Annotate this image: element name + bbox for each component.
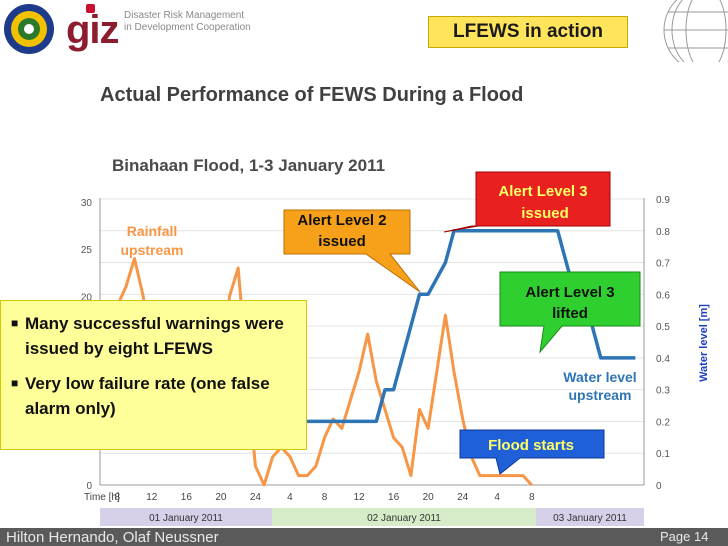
callout-alert-level-3-issued: Alert Level 3 issued xyxy=(443,171,611,233)
x-tick-label: 8 xyxy=(529,492,535,503)
x-tick-label: 16 xyxy=(388,492,400,503)
callout-flood-starts-label: Flood starts xyxy=(488,437,574,454)
x-tick-label: 24 xyxy=(457,492,469,503)
rainfall-series-label: upstream xyxy=(120,242,183,258)
callout-alert-lifted-line1: Alert Level 3 xyxy=(525,284,614,301)
page-number: Page 14 xyxy=(660,529,709,544)
y-right-tick-label: 0.6 xyxy=(656,290,670,301)
bullet-item: ■ Many successful warnings were issued b… xyxy=(11,311,300,361)
y-right-axis-label: Water level [m] xyxy=(698,304,710,382)
globe-graphic-icon xyxy=(663,0,728,62)
chart-title: Binahaan Flood, 1-3 January 2011 xyxy=(112,156,386,175)
footer-bar xyxy=(0,528,728,546)
bullet-square-icon: ■ xyxy=(11,316,19,330)
y-right-tick-label: 0.3 xyxy=(656,386,670,397)
callout-alert-level-2-line1: Alert Level 2 xyxy=(297,212,386,229)
x-tick-label: 4 xyxy=(494,492,500,503)
day-band xyxy=(272,508,536,526)
y-right-tick-label: 0.8 xyxy=(656,227,670,238)
day-band xyxy=(100,508,272,526)
x-tick-label: 20 xyxy=(423,492,435,503)
callout-alert-level-3-line1: Alert Level 3 xyxy=(498,183,587,200)
water-series-label: upstream xyxy=(568,387,631,403)
bullet-square-icon: ■ xyxy=(11,376,19,390)
y-right-tick-label: 0.4 xyxy=(656,354,670,365)
y-left-tick-label: 0 xyxy=(86,481,92,492)
org-line-2: in Development Cooperation xyxy=(124,22,251,33)
day-label: 03 January 2011 xyxy=(553,513,627,524)
x-tick-label: 8 xyxy=(114,492,120,503)
bullet-item: ■ Very low failure rate (one false alarm… xyxy=(11,371,300,421)
y-right-tick-label: 0.1 xyxy=(656,449,670,460)
org-name: Disaster Risk Management in Development … xyxy=(124,10,254,34)
water-series-label: Water level xyxy=(563,369,636,385)
x-axis-label: Time [h] xyxy=(84,492,120,503)
y-left-tick-label: 25 xyxy=(81,245,93,256)
bullet-box: ■ Many successful warnings were issued b… xyxy=(0,300,307,450)
callout-alert-level-3-lifted: Alert Level 3 lifted xyxy=(499,271,641,354)
seal-logo-icon xyxy=(4,4,54,54)
y-right-tick-label: 0.9 xyxy=(656,195,670,206)
x-tick-label: 4 xyxy=(287,492,293,503)
rainfall-series-label: Rainfall xyxy=(127,223,178,239)
x-tick-label: 8 xyxy=(322,492,328,503)
bullet-text-2: Very low failure rate (one false alarm o… xyxy=(25,374,270,418)
footer-authors: Hilton Hernando, Olaf Neussner xyxy=(6,529,219,546)
callout-alert-level-2-line2: issued xyxy=(318,233,366,250)
y-right-tick-label: 0 xyxy=(656,481,662,492)
callout-alert-level-3-line2: issued xyxy=(521,205,569,222)
callout-alert-level-2: Alert Level 2 issued xyxy=(283,209,421,293)
giz-logo: giz xyxy=(66,8,120,52)
day-band xyxy=(536,508,644,526)
callout-flood-starts: Flood starts xyxy=(459,429,605,475)
x-tick-label: 16 xyxy=(181,492,193,503)
day-label: 02 January 2011 xyxy=(367,513,441,524)
x-tick-label: 12 xyxy=(353,492,365,503)
y-right-tick-label: 0.2 xyxy=(656,417,670,428)
y-left-tick-label: 20 xyxy=(81,292,93,303)
x-tick-label: 24 xyxy=(250,492,262,503)
y-left-tick-label: 30 xyxy=(81,198,93,209)
y-right-tick-label: 0.7 xyxy=(656,259,670,270)
day-label: 01 January 2011 xyxy=(149,513,223,524)
x-tick-label: 20 xyxy=(215,492,227,503)
section-title: LFEWS in action xyxy=(428,16,628,48)
y-right-tick-label: 0.5 xyxy=(656,322,670,333)
callout-alert-lifted-line2: lifted xyxy=(552,305,588,322)
slide-title: Actual Performance of FEWS During a Floo… xyxy=(100,84,524,106)
bullet-text-1: Many successful warnings were issued by … xyxy=(25,314,284,358)
giz-logo-dot xyxy=(86,4,95,13)
org-line-1: Disaster Risk Management xyxy=(124,10,245,21)
x-tick-label: 12 xyxy=(146,492,158,503)
